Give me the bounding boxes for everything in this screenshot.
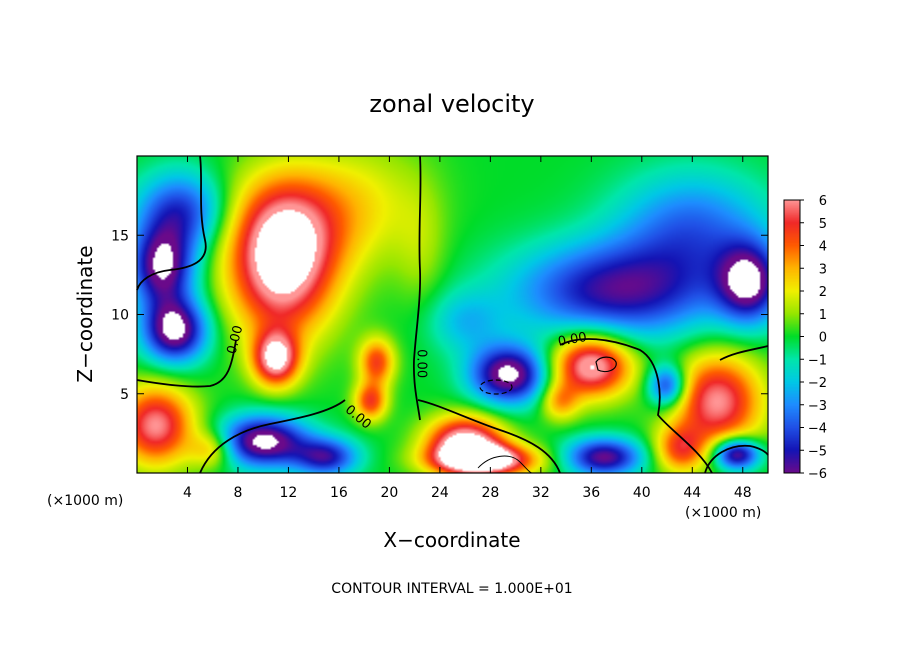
- chart-title: zonal velocity: [369, 90, 534, 118]
- colorbar-tick-label: 6: [819, 194, 827, 209]
- y-tick-label: 15: [111, 228, 129, 244]
- colorbar-tick-label: 5: [819, 217, 827, 232]
- x-tick-label: 28: [481, 485, 499, 501]
- zero-contour-line: [417, 399, 561, 474]
- x-tick-label: 48: [734, 485, 752, 501]
- x-tick-label: 40: [633, 485, 651, 501]
- contour-interval-note: CONTOUR INTERVAL = 1.000E+01: [331, 581, 572, 597]
- zero-contour-line: [704, 444, 769, 474]
- contour-labels: 0.000.000.000.00: [224, 324, 588, 433]
- x-unit-right: (×1000 m): [685, 505, 761, 521]
- y-axis: 5 10 15: [111, 228, 768, 403]
- colorbar: 6 5 4 3 2 1 0 −1 −2 −3 −4 −5 −6: [783, 194, 827, 482]
- zero-contour-line: [479, 379, 513, 395]
- colorbar-tick-label: 1: [819, 308, 827, 323]
- contour-label: 0.00: [413, 349, 428, 378]
- colorbar-tick-label: −2: [808, 376, 827, 391]
- x-tick-label: 24: [431, 485, 449, 501]
- x-unit-left: (×1000 m): [47, 493, 123, 509]
- contour-label: 0.00: [224, 324, 246, 356]
- colorbar-gradient: [784, 200, 800, 473]
- zero-contour-line: [412, 155, 422, 421]
- x-tick-label: 12: [280, 485, 298, 501]
- y-tick-label: 5: [120, 387, 129, 403]
- y-tick-label: 10: [111, 308, 129, 324]
- x-tick-label: 36: [582, 485, 600, 501]
- colorbar-tick-label: −1: [808, 353, 827, 368]
- colorbar-tick-label: −4: [808, 422, 827, 437]
- zero-contour-line: [199, 399, 346, 474]
- colorbar-tick-label: 2: [819, 285, 827, 300]
- colorbar-tick-label: 0: [819, 331, 827, 346]
- x-tick-label: 16: [330, 485, 348, 501]
- zero-contour-line: [136, 155, 207, 291]
- colorbar-tick-label: −5: [808, 444, 827, 459]
- x-tick-label: 32: [532, 485, 550, 501]
- colorbar-tick-label: 3: [819, 262, 827, 277]
- x-tick-label: 44: [683, 485, 701, 501]
- contour-label: 0.00: [557, 330, 588, 350]
- zero-contour-line: [719, 345, 769, 361]
- x-tick-label: 4: [183, 485, 192, 501]
- velocity-field: [137, 156, 768, 473]
- x-tick-label: 20: [380, 485, 398, 501]
- zero-contour-line: [559, 338, 713, 474]
- colorbar-tick-label: 4: [819, 240, 827, 255]
- zero-contours: [136, 155, 769, 474]
- zero-contour-line: [477, 455, 533, 474]
- x-tick-label: 8: [233, 485, 242, 501]
- y-axis-label: Z−coordinate: [73, 245, 97, 382]
- colorbar-tick-label: −6: [808, 467, 827, 482]
- zero-contour-line: [595, 356, 617, 373]
- x-axis-label: X−coordinate: [383, 528, 520, 552]
- colorbar-tick-label: −3: [808, 399, 827, 414]
- zero-contour-line: [136, 339, 237, 388]
- x-axis: 4 8 12 16 20 24 28 32 36 40 44 48: [183, 156, 752, 501]
